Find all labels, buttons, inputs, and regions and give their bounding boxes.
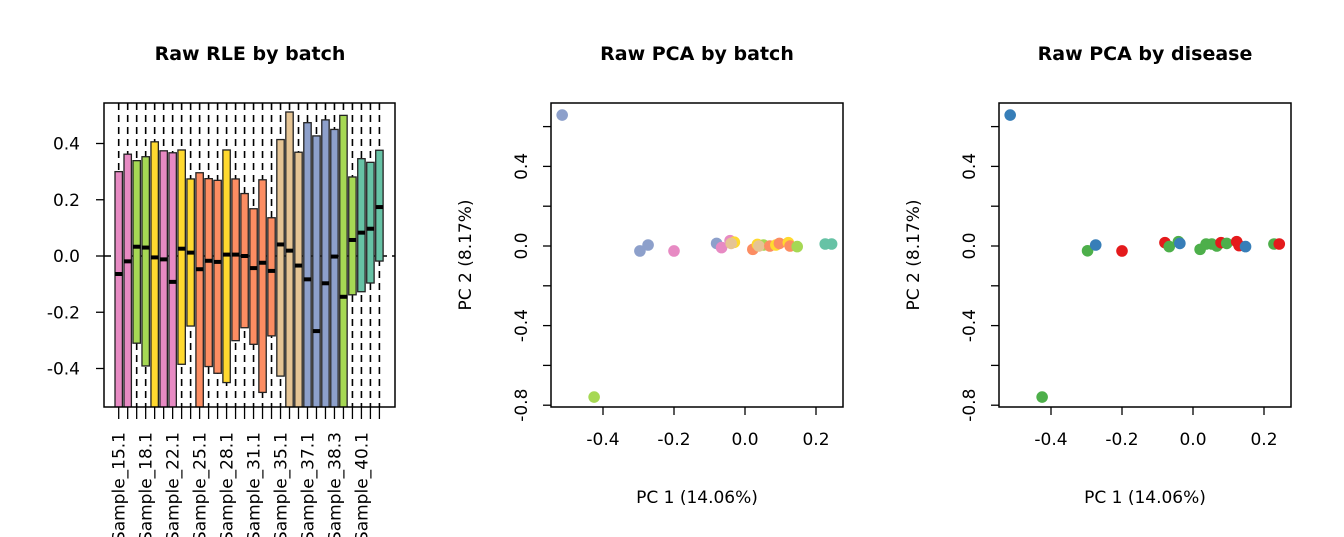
box bbox=[348, 176, 357, 296]
x-tick-label: 0.0 bbox=[731, 430, 758, 450]
rle-title: Raw RLE by batch bbox=[155, 43, 346, 65]
x-tick-label: Sample_18.1 bbox=[137, 432, 157, 537]
x-tick-label: Sample_15.1 bbox=[110, 432, 130, 537]
data-point bbox=[725, 237, 737, 250]
pca-batch-panel: Raw PCA by batch PC 1 (14.06%) PC 2 (8.1… bbox=[456, 43, 844, 508]
x-tick-label: Sample_40.1 bbox=[352, 432, 372, 537]
data-point bbox=[753, 240, 765, 252]
data-point bbox=[1220, 237, 1233, 250]
x-tick-label: 0.2 bbox=[802, 430, 829, 450]
x-tick-label: Sample_28.1 bbox=[218, 432, 238, 537]
pca-disease-ylabel: PC 2 (8.17%) bbox=[904, 199, 924, 310]
pca-disease-xlabel: PC 1 (14.06%) bbox=[1084, 488, 1206, 508]
box bbox=[267, 217, 276, 337]
data-point bbox=[715, 241, 728, 254]
y-tick-label: 0.0 bbox=[53, 247, 80, 267]
box bbox=[276, 138, 285, 377]
pca-plot-frame bbox=[998, 102, 1292, 408]
y-tick-label: 0.4 bbox=[960, 153, 980, 180]
x-tick-label: -0.4 bbox=[1034, 430, 1067, 450]
y-tick-label: -0.4 bbox=[960, 309, 980, 342]
data-point bbox=[825, 238, 838, 250]
box bbox=[357, 158, 366, 293]
x-tick-label: 0.0 bbox=[1179, 430, 1206, 450]
x-tick-label: -0.2 bbox=[657, 430, 690, 450]
box bbox=[303, 122, 312, 407]
y-tick-label: 0.4 bbox=[512, 153, 532, 180]
box bbox=[285, 111, 294, 407]
data-point bbox=[1036, 391, 1048, 403]
box bbox=[222, 149, 231, 384]
box bbox=[177, 149, 186, 365]
y-tick-label: -0.8 bbox=[512, 389, 532, 422]
data-point bbox=[773, 237, 786, 250]
data-point bbox=[634, 245, 646, 257]
box bbox=[312, 135, 321, 407]
box bbox=[213, 179, 222, 374]
box bbox=[240, 192, 249, 329]
rle-plot-area bbox=[104, 103, 395, 407]
y-tick-label: 0.4 bbox=[53, 135, 80, 155]
x-tick-label: Sample_38.3 bbox=[325, 432, 345, 537]
box bbox=[249, 208, 258, 345]
pca-disease-title: Raw PCA by disease bbox=[1038, 43, 1253, 65]
pca-disease-panel: Raw PCA by disease PC 1 (14.06%) PC 2 (8… bbox=[904, 43, 1292, 508]
x-tick-label: Sample_35.1 bbox=[272, 432, 292, 537]
pca-batch-ylabel: PC 2 (8.17%) bbox=[456, 199, 476, 310]
data-point bbox=[1116, 245, 1128, 257]
y-tick-label: -0.8 bbox=[960, 389, 980, 422]
y-tick-label: -0.4 bbox=[512, 309, 532, 342]
pca-batch-title: Raw PCA by batch bbox=[600, 43, 794, 65]
box bbox=[231, 178, 240, 342]
y-tick-label: 0.0 bbox=[960, 232, 980, 259]
data-point bbox=[642, 239, 654, 251]
box bbox=[168, 152, 177, 407]
x-tick-label: Sample_22.1 bbox=[164, 432, 184, 537]
x-tick-label: Sample_25.1 bbox=[191, 432, 211, 537]
y-tick-label: 0.2 bbox=[53, 191, 80, 211]
data-point bbox=[556, 109, 568, 121]
box bbox=[204, 178, 213, 368]
box bbox=[294, 151, 303, 407]
data-point bbox=[588, 391, 600, 403]
box bbox=[159, 150, 168, 407]
box bbox=[339, 114, 348, 407]
box bbox=[141, 156, 151, 367]
data-point bbox=[791, 240, 803, 253]
y-tick-label: -0.2 bbox=[47, 303, 80, 323]
box bbox=[150, 141, 160, 407]
x-tick-label: Sample_37.1 bbox=[298, 432, 318, 537]
box bbox=[330, 128, 339, 407]
box bbox=[258, 179, 267, 394]
y-tick-label: 0.0 bbox=[512, 232, 532, 259]
x-tick-label: -0.2 bbox=[1105, 430, 1138, 450]
data-point bbox=[1004, 109, 1016, 121]
data-point bbox=[668, 245, 680, 257]
box bbox=[123, 153, 133, 407]
box bbox=[132, 160, 142, 344]
x-tick-label: Sample_31.1 bbox=[245, 432, 265, 537]
box bbox=[114, 170, 124, 407]
pca-batch-xlabel: PC 1 (14.06%) bbox=[636, 488, 758, 508]
data-point bbox=[1174, 237, 1186, 250]
rle-plot-frame bbox=[103, 102, 396, 408]
data-point bbox=[1239, 240, 1252, 253]
box bbox=[321, 119, 330, 407]
box bbox=[366, 161, 375, 284]
data-point bbox=[1273, 238, 1286, 250]
x-tick-label: -0.4 bbox=[586, 430, 619, 450]
data-point bbox=[1081, 244, 1094, 257]
pca-plot-frame bbox=[550, 102, 844, 408]
box bbox=[195, 172, 204, 407]
rle-boxplot-panel: Raw RLE by batch -0.4 -0.2 0.0 0.2 0.4 Sample… bbox=[47, 43, 396, 537]
x-tick-label: 0.2 bbox=[1250, 430, 1277, 450]
data-point bbox=[1089, 239, 1102, 251]
y-tick-label: -0.4 bbox=[47, 360, 80, 380]
data-point bbox=[1163, 240, 1176, 253]
